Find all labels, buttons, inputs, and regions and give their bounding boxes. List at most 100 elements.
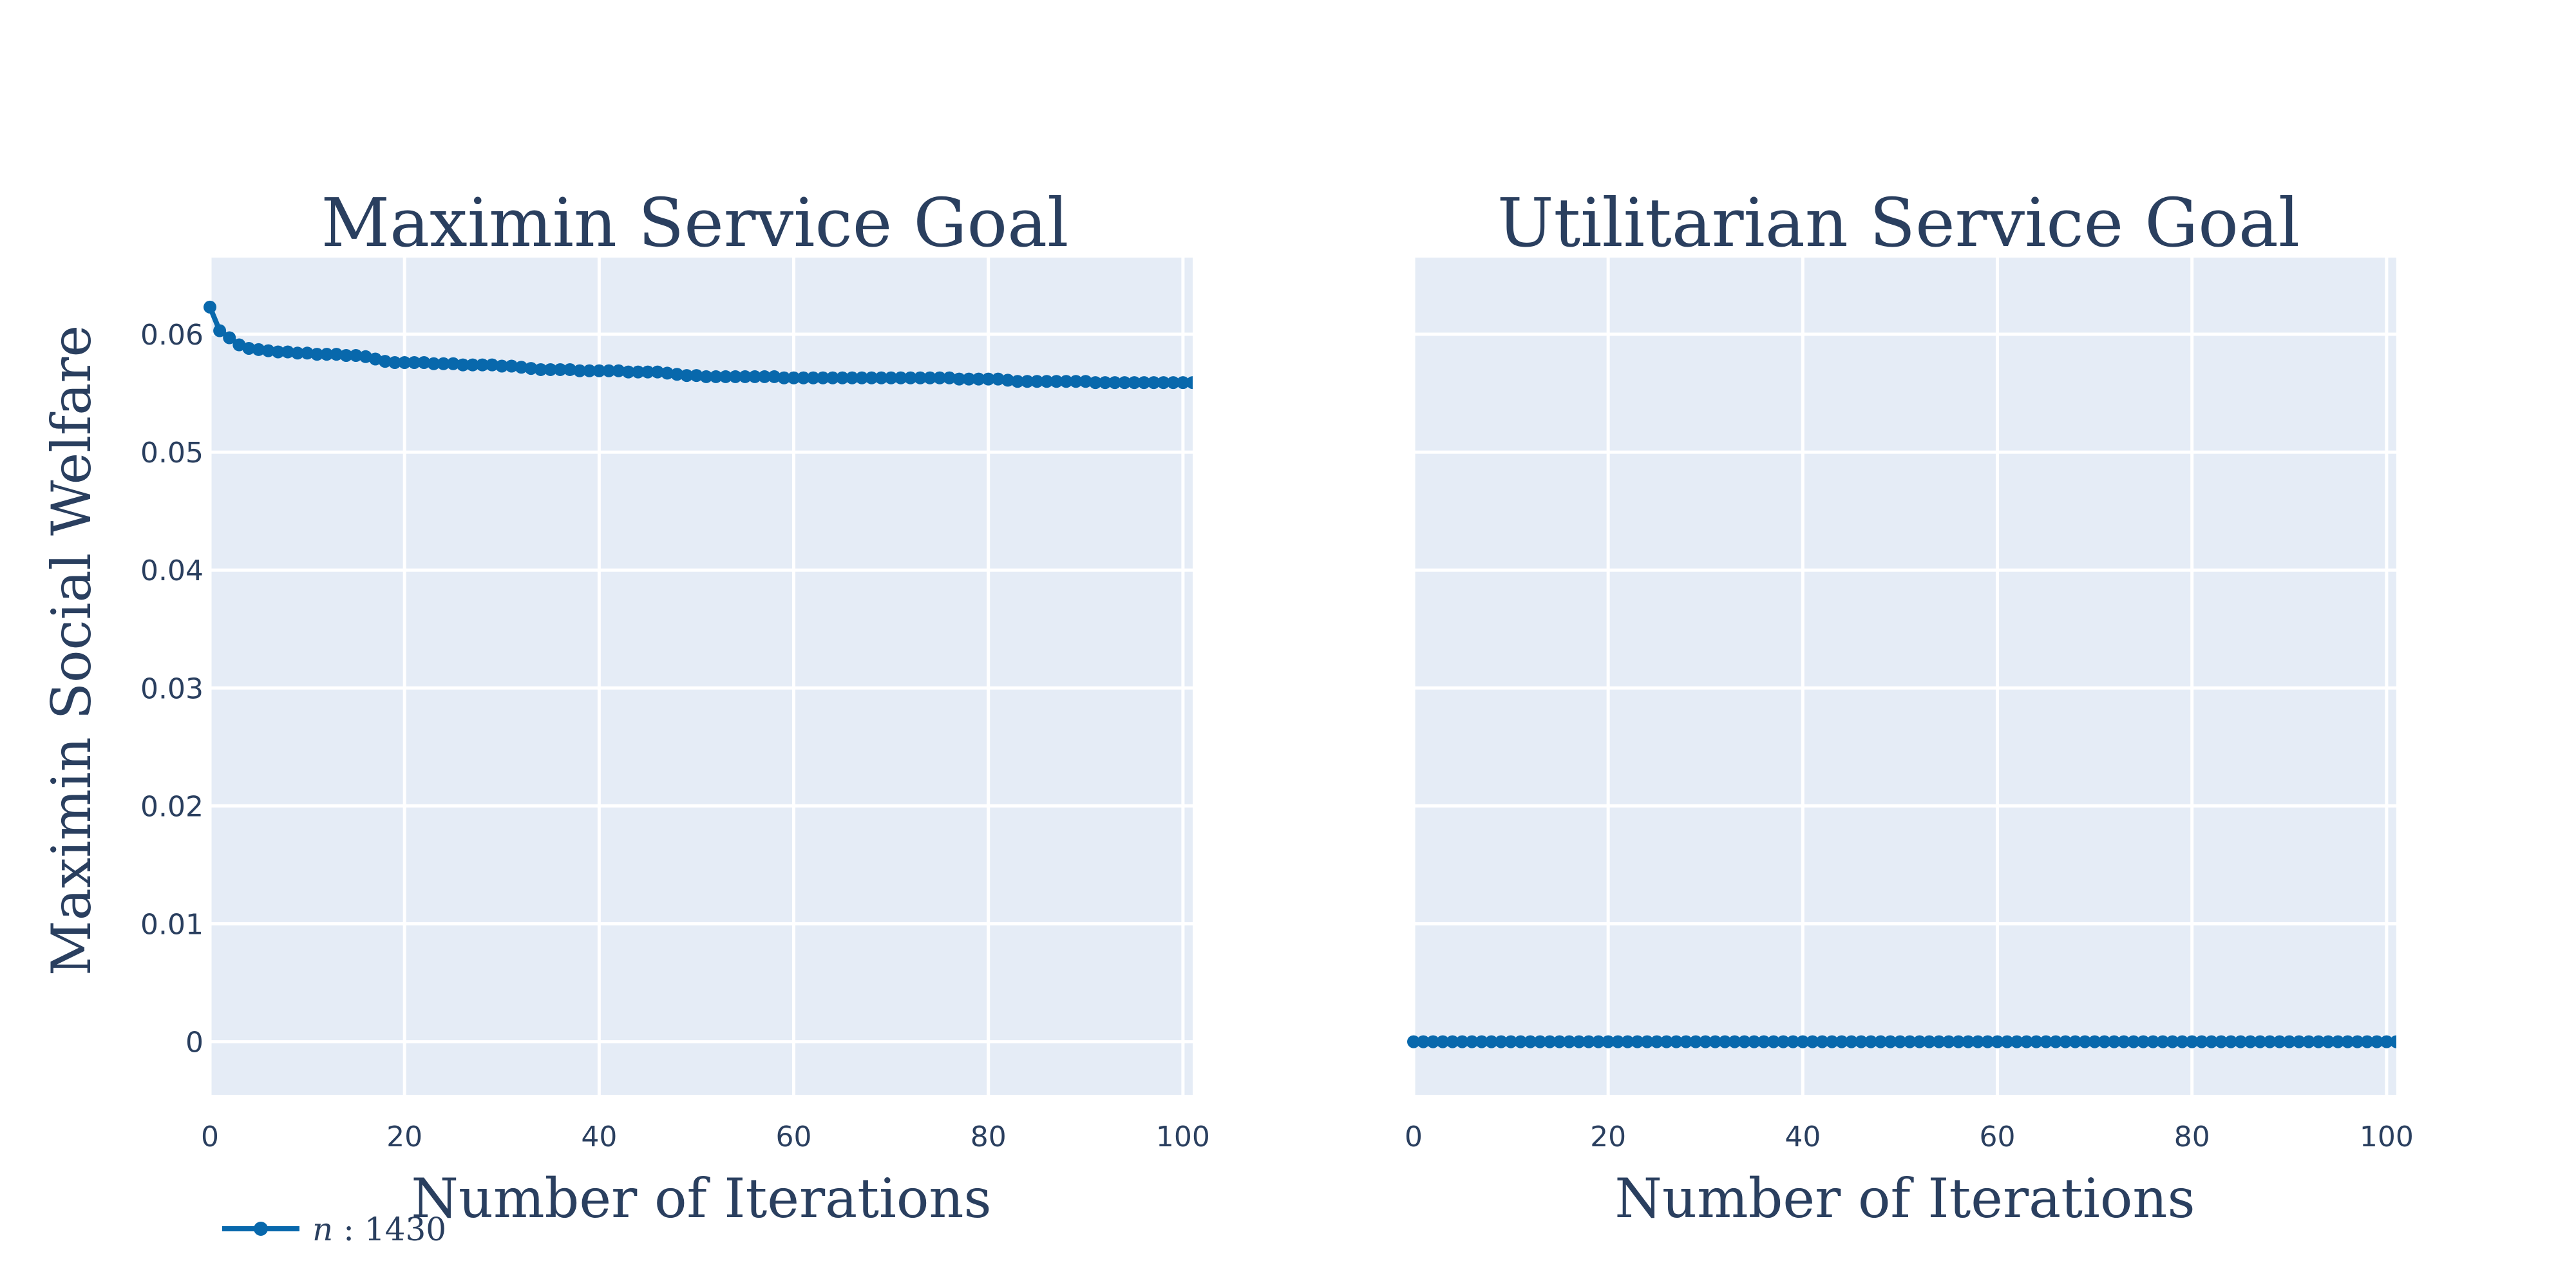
data-point[interactable] <box>301 346 314 360</box>
data-point[interactable] <box>2000 1035 2014 1048</box>
data-point[interactable] <box>816 371 829 384</box>
data-point[interactable] <box>252 343 265 356</box>
data-point[interactable] <box>1952 1035 1965 1048</box>
data-point[interactable] <box>777 371 791 384</box>
data-point[interactable] <box>446 357 460 370</box>
data-point[interactable] <box>204 300 216 314</box>
data-point[interactable] <box>378 355 392 368</box>
data-point[interactable] <box>1874 1035 1888 1048</box>
data-point[interactable] <box>368 352 382 366</box>
data-point[interactable] <box>1825 1035 1839 1048</box>
data-point[interactable] <box>797 371 810 384</box>
data-point[interactable] <box>1475 1035 1488 1048</box>
data-point[interactable] <box>865 371 878 384</box>
data-point[interactable] <box>1186 376 1199 390</box>
data-point[interactable] <box>1157 376 1170 390</box>
data-point[interactable] <box>242 341 256 355</box>
data-point[interactable] <box>2020 1035 2033 1048</box>
data-point[interactable] <box>1709 1035 1722 1048</box>
data-point[interactable] <box>1069 375 1083 388</box>
data-point[interactable] <box>943 371 956 384</box>
data-point[interactable] <box>875 371 888 384</box>
plot-area-utilitarian[interactable] <box>1414 258 2396 1095</box>
data-point[interactable] <box>670 368 684 381</box>
data-point[interactable] <box>1494 1035 1508 1048</box>
data-point[interactable] <box>2137 1035 2150 1048</box>
data-point[interactable] <box>1971 1035 1985 1048</box>
data-point[interactable] <box>232 338 246 352</box>
data-point[interactable] <box>1893 1035 1907 1048</box>
data-point[interactable] <box>1699 1035 1712 1048</box>
data-point[interactable] <box>1806 1035 1819 1048</box>
data-point[interactable] <box>398 355 412 369</box>
data-point[interactable] <box>1611 1035 1625 1048</box>
data-point[interactable] <box>1621 1035 1634 1048</box>
data-point[interactable] <box>2117 1035 2130 1048</box>
data-point[interactable] <box>1176 376 1189 390</box>
data-point[interactable] <box>339 348 353 362</box>
data-point[interactable] <box>1040 375 1054 388</box>
data-point[interactable] <box>1118 376 1132 390</box>
data-point[interactable] <box>1079 375 1092 388</box>
data-point[interactable] <box>952 372 966 386</box>
data-point[interactable] <box>1981 1035 1994 1048</box>
data-point[interactable] <box>1786 1035 1800 1048</box>
data-point[interactable] <box>2312 1035 2325 1048</box>
data-point[interactable] <box>2302 1035 2316 1048</box>
data-point[interactable] <box>981 372 995 386</box>
data-point[interactable] <box>1932 1035 1946 1048</box>
data-point[interactable] <box>2341 1035 2354 1048</box>
data-point[interactable] <box>1436 1035 1450 1048</box>
data-point[interactable] <box>290 346 304 360</box>
data-point[interactable] <box>962 372 976 386</box>
data-point[interactable] <box>1815 1035 1829 1048</box>
data-point[interactable] <box>1602 1035 1615 1048</box>
data-point[interactable] <box>719 370 732 383</box>
data-point[interactable] <box>1718 1035 1732 1048</box>
data-point[interactable] <box>758 370 772 383</box>
data-point[interactable] <box>2360 1035 2374 1048</box>
data-point[interactable] <box>349 348 363 362</box>
data-point[interactable] <box>884 371 898 384</box>
data-point[interactable] <box>271 345 285 359</box>
data-point[interactable] <box>1446 1035 1459 1048</box>
data-point[interactable] <box>1777 1035 1790 1048</box>
data-point[interactable] <box>408 355 421 369</box>
data-point[interactable] <box>281 345 294 359</box>
data-point[interactable] <box>2059 1035 2072 1048</box>
data-point[interactable] <box>641 365 654 379</box>
data-point[interactable] <box>631 365 645 379</box>
data-point[interactable] <box>991 372 1005 386</box>
data-point[interactable] <box>1942 1035 1955 1048</box>
data-point[interactable] <box>1514 1035 1528 1048</box>
data-point[interactable] <box>495 359 509 373</box>
data-point[interactable] <box>2069 1035 2082 1048</box>
data-point[interactable] <box>1991 1035 2004 1048</box>
data-point[interactable] <box>388 355 402 369</box>
data-point[interactable] <box>846 371 859 384</box>
data-point[interactable] <box>2146 1035 2160 1048</box>
data-point[interactable] <box>320 348 334 361</box>
data-point[interactable] <box>1689 1035 1703 1048</box>
data-point[interactable] <box>2029 1035 2043 1048</box>
data-point[interactable] <box>2166 1035 2179 1048</box>
data-point[interactable] <box>1922 1035 1936 1048</box>
data-point[interactable] <box>933 371 947 384</box>
data-point[interactable] <box>2282 1035 2296 1048</box>
data-point[interactable] <box>2273 1035 2286 1048</box>
data-point[interactable] <box>699 370 713 383</box>
data-point[interactable] <box>564 363 577 376</box>
data-point[interactable] <box>1108 376 1122 390</box>
data-point[interactable] <box>1050 375 1063 388</box>
data-point[interactable] <box>2322 1035 2335 1048</box>
data-point[interactable] <box>1903 1035 1917 1048</box>
data-point[interactable] <box>1137 376 1151 390</box>
data-point[interactable] <box>1562 1035 1576 1048</box>
data-point[interactable] <box>923 371 937 384</box>
data-point[interactable] <box>1884 1035 1897 1048</box>
plot-area-maximin[interactable] <box>210 258 1193 1095</box>
data-point[interactable] <box>690 369 703 383</box>
data-point[interactable] <box>612 364 625 377</box>
data-point[interactable] <box>2049 1035 2063 1048</box>
data-point[interactable] <box>1417 1035 1430 1048</box>
